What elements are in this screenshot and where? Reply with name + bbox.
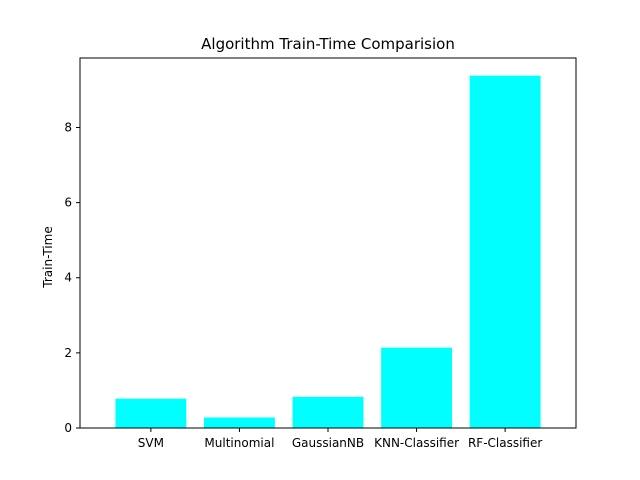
x-tick-label: RF-Classifier [468,436,542,450]
y-tick-label: 8 [64,120,72,134]
y-tick-label: 6 [64,196,72,210]
bar-rf-classifier [469,75,541,429]
x-ticks-group: SVM Multinomial GaussianNB KNN-Classifier RF… [138,428,542,450]
bar-multinomial [204,417,275,428]
bar-svm [115,398,187,428]
plot-area-frame [79,57,577,429]
y-axis-label: Train-Time [41,226,55,288]
bar-knn-classifier [381,347,452,428]
x-tick-label: SVM [138,436,164,450]
chart-title: Algorithm Train-Time Comparision [201,35,455,53]
y-tick-label: 4 [64,271,72,285]
y-ticks-group: 0 2 4 6 8 [64,120,80,435]
bars-group [115,75,541,429]
y-tick-label: 2 [64,346,72,360]
bar-gaussiannb [292,396,364,428]
x-tick-label: KNN-Classifier [374,436,459,450]
x-tick-label: Multinomial [204,436,274,450]
x-tick-label: GaussianNB [292,436,364,450]
y-tick-label: 0 [64,421,72,435]
